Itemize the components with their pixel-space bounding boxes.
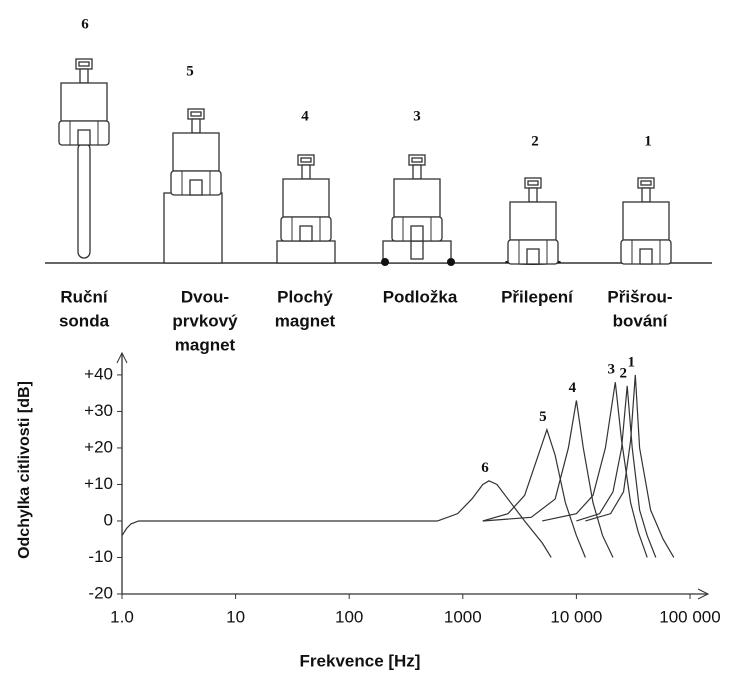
- y-tick-label: -10: [88, 547, 113, 566]
- mounting-label: bování: [613, 311, 669, 330]
- y-axis-label: Odchylka citlivosti [dB]: [16, 381, 33, 559]
- curve-label: 5: [539, 409, 547, 425]
- mounting-label: Podložka: [383, 287, 458, 306]
- response-curve: [542, 382, 648, 558]
- response-curve: [121, 520, 438, 536]
- curve-label: 1: [628, 354, 636, 370]
- y-tick-label: +40: [84, 364, 113, 383]
- mounting-label: Ruční: [60, 287, 109, 306]
- response-curve: [576, 385, 657, 558]
- mounting-label: Dvou-: [181, 287, 229, 306]
- mounting-label: sonda: [59, 311, 110, 330]
- mounting-number: 3: [413, 108, 421, 124]
- response-curve: [585, 374, 675, 558]
- response-curve: [482, 400, 614, 558]
- mounting-label: Přišrou-: [607, 287, 672, 306]
- mounting-number: 1: [644, 133, 652, 149]
- curve-label: 4: [569, 380, 577, 396]
- x-tick-label: 100 000: [659, 607, 720, 626]
- y-tick-label: -20: [88, 583, 113, 602]
- x-tick-label: 1000: [444, 607, 482, 626]
- mounting-label: Plochý: [277, 287, 333, 306]
- curve-label: 3: [608, 362, 616, 378]
- x-tick-label: 10: [226, 607, 245, 626]
- x-tick-label: 1.0: [110, 607, 134, 626]
- y-tick-label: +20: [84, 437, 113, 456]
- x-tick-label: 10 000: [550, 607, 602, 626]
- mounting-label: magnet: [175, 335, 236, 354]
- mounting-number: 5: [186, 63, 194, 79]
- mounting-label: magnet: [275, 311, 336, 330]
- mounting-drawings: [45, 58, 712, 266]
- x-axis-arrow: [697, 588, 710, 600]
- y-tick-label: 0: [104, 510, 113, 529]
- y-tick-label: +10: [84, 474, 113, 493]
- mounting-number: 6: [81, 16, 89, 32]
- x-axis-label: Frekvence [Hz]: [300, 651, 421, 670]
- mounting-label: prvkový: [172, 311, 238, 330]
- mounting-number: 4: [301, 108, 309, 124]
- mounting-number: 2: [531, 133, 539, 149]
- y-axis-arrow: [116, 351, 128, 364]
- mounting-label: Přilepení: [501, 287, 574, 306]
- curve-label: 6: [481, 460, 489, 476]
- x-tick-label: 100: [335, 607, 363, 626]
- y-tick-label: +30: [84, 401, 113, 420]
- response-curve: [482, 427, 586, 558]
- response-curve: [437, 480, 552, 558]
- curve-label: 2: [619, 365, 627, 381]
